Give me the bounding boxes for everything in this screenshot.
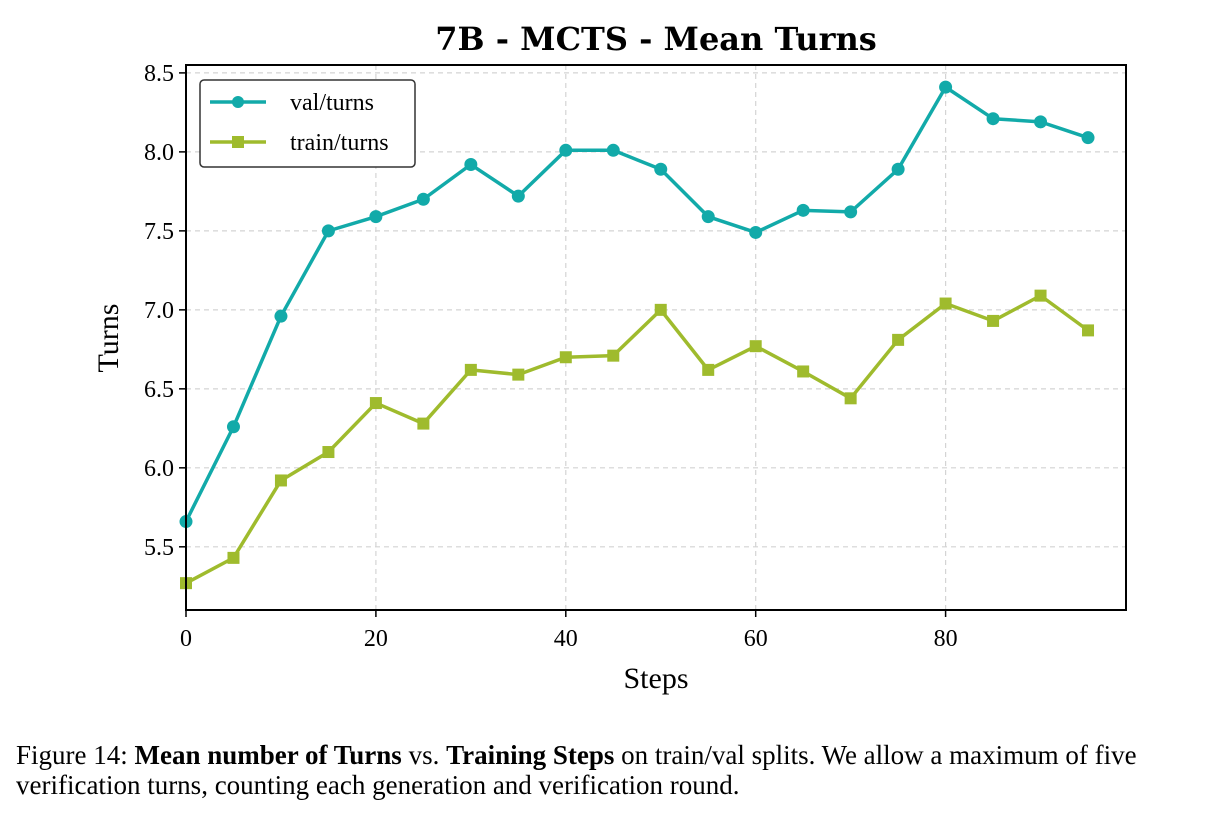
series-0-point — [369, 210, 383, 224]
series-0-point — [986, 112, 1000, 126]
series-1-point — [1034, 289, 1047, 302]
series-line-1 — [185, 293, 1090, 585]
y-tick-label: 5.5 — [144, 535, 174, 561]
y-axis-label: Turns — [92, 304, 125, 373]
x-tick-label: 60 — [744, 626, 768, 652]
series-line-0 — [184, 85, 1089, 523]
x-tick-label: 40 — [554, 626, 578, 652]
chart: 7B - MCTS - Mean Turns 0 20 40 60 80 5.5 6.0 6.… — [92, 20, 1127, 695]
series-1-point — [274, 474, 287, 487]
y-tick-label: 7.0 — [144, 298, 174, 324]
x-tick-label: 0 — [180, 626, 192, 652]
legend-marker-train — [232, 136, 244, 148]
series-0-point — [891, 162, 905, 176]
legend-marker-val — [232, 96, 244, 108]
series-1-point — [749, 340, 762, 353]
series-1-point — [369, 397, 382, 410]
legend-label-train: train/turns — [290, 130, 389, 156]
series-0-point — [606, 143, 620, 157]
x-axis-label: Steps — [623, 662, 688, 695]
axis-ticks: 0 20 40 60 80 5.5 6.0 6.5 7.0 7.5 8.0 8.5 — [144, 61, 958, 652]
caption-rest: on train/val splits. We allow a maximum … — [16, 740, 1137, 800]
series-1-point — [417, 417, 430, 430]
series-1-point — [939, 297, 952, 310]
series-1-point — [227, 551, 240, 564]
x-tick-label: 20 — [364, 626, 388, 652]
series-1-point — [797, 365, 810, 378]
caption-bold-1: Mean number of Turns — [134, 740, 402, 770]
series-1-point — [702, 363, 715, 376]
series-0-point — [559, 143, 573, 157]
series-1-point — [322, 446, 335, 459]
series-0-point — [796, 203, 810, 217]
series-0-point — [1081, 131, 1095, 145]
y-tick-label: 6.5 — [144, 377, 174, 403]
y-tick-label: 8.5 — [144, 61, 174, 87]
legend: val/turns train/turns — [199, 79, 416, 168]
x-tick-label: 80 — [934, 626, 958, 652]
series-1-point — [654, 303, 667, 316]
y-tick-label: 6.0 — [144, 456, 174, 482]
series-1-point — [987, 314, 1000, 327]
series-1-point — [607, 349, 620, 362]
series-1-point — [1082, 324, 1095, 337]
series-1-point — [464, 363, 477, 376]
series-group — [179, 80, 1095, 590]
chart-title: 7B - MCTS - Mean Turns — [435, 20, 876, 58]
series-0-point — [701, 210, 715, 224]
series-1-point — [844, 392, 857, 405]
y-tick-label: 8.0 — [144, 140, 174, 166]
caption-middle: vs. — [401, 740, 447, 770]
series-0-point — [464, 158, 478, 172]
series-1-point — [512, 368, 525, 381]
series-0-point — [749, 225, 763, 239]
figure-caption: Figure 14: Mean number of Turns vs. Trai… — [16, 740, 1204, 800]
series-0-point — [939, 80, 953, 94]
series-0-point — [511, 189, 525, 203]
series-0-point — [226, 420, 240, 434]
series-0-point — [844, 205, 858, 219]
series-0-point — [416, 192, 430, 206]
caption-bold-2: Training Steps — [446, 740, 615, 770]
series-1-point — [559, 351, 572, 364]
legend-label-val: val/turns — [290, 90, 374, 116]
series-0-point — [654, 162, 668, 176]
caption-prefix: Figure 14: — [16, 740, 135, 770]
series-0-point — [321, 224, 335, 238]
series-1-point — [892, 333, 905, 346]
plot-frame — [185, 64, 1127, 611]
series-0-point — [1034, 115, 1048, 129]
series-0-point — [274, 309, 288, 323]
y-tick-label: 7.5 — [144, 219, 174, 245]
